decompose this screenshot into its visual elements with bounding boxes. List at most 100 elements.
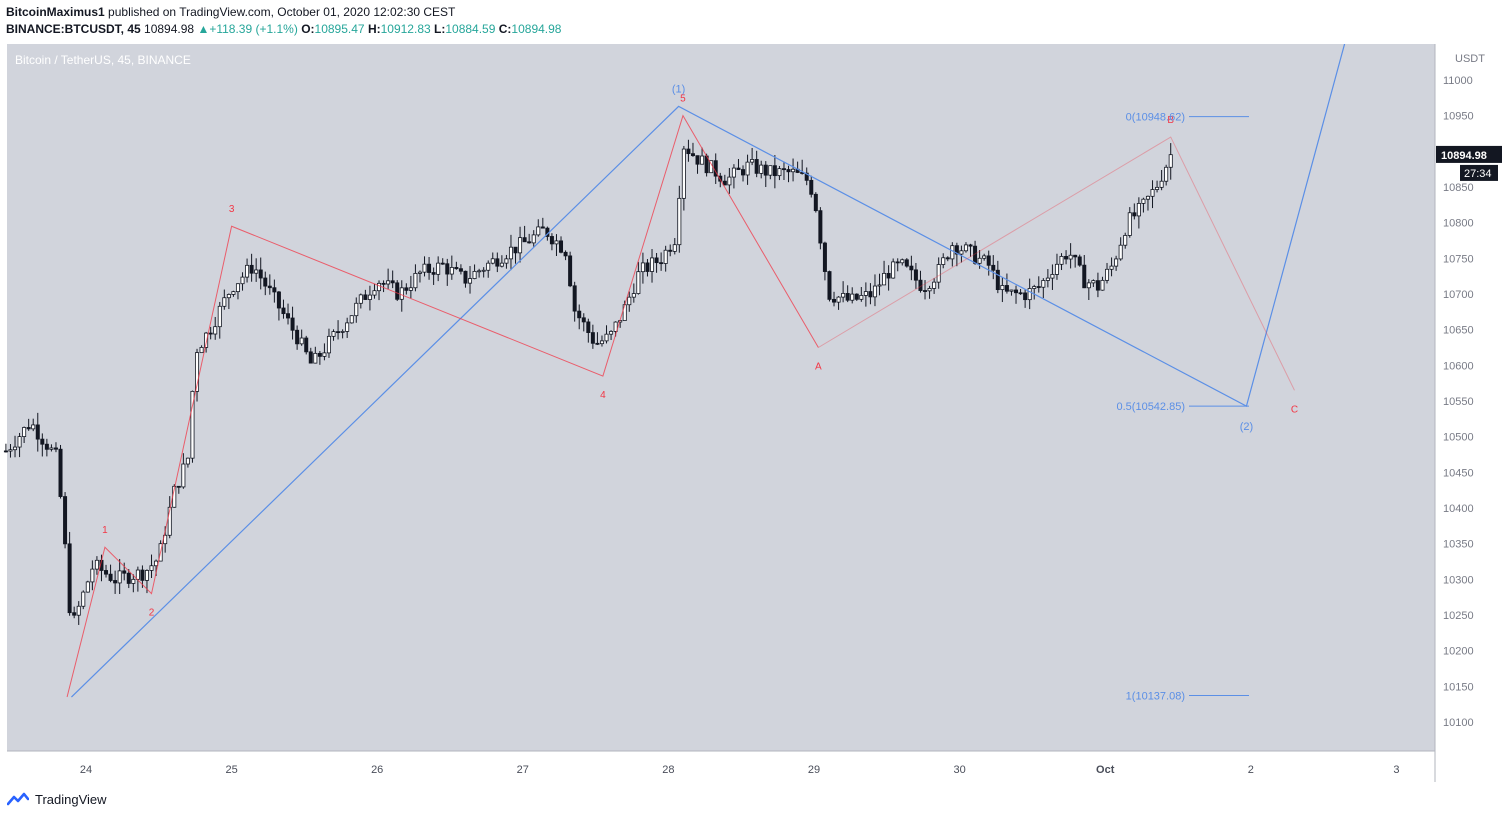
candle-up — [1009, 289, 1014, 292]
candle-up — [681, 148, 686, 199]
candle-up — [1041, 280, 1046, 288]
candle-up — [759, 164, 764, 174]
last-price-label: 10894.98 — [1441, 150, 1487, 162]
candle-down — [454, 267, 459, 270]
publication-info: published on TradingView.com, October 01… — [108, 5, 456, 19]
candle-up — [672, 244, 677, 252]
plot-area[interactable] — [7, 44, 1435, 751]
y-tick-label: 10550 — [1443, 396, 1474, 408]
fib-level-label: 0.5(10542.85) — [1117, 401, 1186, 413]
red-wave-correction-line — [818, 136, 1295, 391]
x-tick-label: 2 — [1248, 764, 1254, 776]
candle-up — [154, 560, 159, 567]
chart-container[interactable]: Bitcoin / TetherUS, 45, BINANCE USDT 10100… — [0, 44, 1509, 782]
candle-down — [913, 269, 918, 281]
blue-wave-line — [71, 44, 1346, 698]
candle-up — [745, 161, 750, 176]
candle-down — [113, 580, 118, 584]
low-value: 10884.59 — [445, 22, 496, 36]
candle-up — [650, 257, 655, 272]
last-price-text: 10894.98 — [144, 22, 195, 36]
candle-up — [76, 605, 81, 616]
candle-up — [1032, 286, 1037, 289]
candle-up — [859, 295, 864, 300]
y-tick-label: 10150 — [1443, 681, 1474, 693]
candle-up — [1054, 263, 1059, 275]
candle-down — [1132, 212, 1137, 217]
candle-up — [413, 272, 418, 289]
candle-up — [408, 287, 413, 291]
symbol-name: BINANCE:BTCUSDT, 45 — [6, 22, 141, 36]
candle-down — [923, 290, 928, 292]
candle-up — [1123, 235, 1128, 246]
candle-down — [954, 245, 959, 255]
candle-up — [613, 321, 618, 332]
candle-down — [659, 262, 664, 265]
candle-up — [1059, 256, 1064, 265]
author-name[interactable]: BitcoinMaximus1 — [6, 5, 105, 19]
candle-up — [349, 315, 354, 324]
candle-up — [1168, 154, 1173, 168]
y-tick-label: 10200 — [1443, 646, 1474, 658]
candle-up — [449, 267, 454, 275]
candle-down — [317, 352, 322, 357]
candle-up — [936, 264, 941, 283]
brand-name[interactable]: TradingView — [35, 791, 107, 807]
candle-down — [522, 237, 527, 243]
candle-down — [363, 294, 368, 300]
x-tick-label: 25 — [225, 764, 237, 776]
y-tick-label: 10650 — [1443, 325, 1474, 337]
price-chart[interactable]: Bitcoin / TetherUS, 45, BINANCE USDT 10100… — [0, 44, 1509, 782]
candle-down — [549, 236, 554, 245]
candle-down — [813, 193, 818, 212]
candle-up — [554, 240, 559, 245]
candle-up — [872, 285, 877, 298]
candle-up — [1118, 244, 1123, 260]
candle-down — [58, 448, 63, 497]
tradingview-logo-icon[interactable] — [7, 791, 29, 807]
candle-up — [982, 255, 987, 259]
candle-down — [495, 258, 500, 267]
high-value: 10912.83 — [380, 22, 431, 36]
x-tick-label: 29 — [808, 764, 820, 776]
candle-up — [17, 436, 22, 448]
candle-down — [804, 172, 809, 181]
candle-down — [868, 291, 873, 298]
candle-up — [22, 427, 27, 437]
candle-down — [1004, 285, 1009, 292]
candle-down — [35, 424, 40, 440]
candle-down — [1073, 254, 1078, 258]
candle-down — [126, 572, 131, 584]
candle-up — [204, 332, 209, 348]
y-tick-label: 10350 — [1443, 539, 1474, 551]
candle-down — [736, 167, 741, 170]
candle-down — [108, 573, 113, 581]
candle-down — [258, 269, 263, 279]
candle-down — [1077, 256, 1082, 266]
candle-up — [499, 262, 504, 267]
candle-down — [122, 570, 127, 574]
candle-up — [1050, 274, 1055, 279]
candle-down — [249, 264, 254, 274]
candle-up — [927, 288, 932, 292]
candle-up — [1114, 258, 1119, 267]
x-tick-label: 30 — [953, 764, 965, 776]
candle-down — [654, 257, 659, 264]
candle-up — [1027, 288, 1032, 301]
candle-up — [222, 297, 227, 307]
candle-up — [217, 305, 222, 328]
candle-up — [1159, 180, 1164, 188]
candle-up — [508, 246, 513, 260]
fib-level-label: 0(10948.62) — [1126, 112, 1185, 124]
candle-up — [1086, 282, 1091, 289]
candle-down — [290, 317, 295, 331]
close-label: C: — [498, 22, 512, 36]
candle-up — [358, 294, 363, 304]
candle-up — [1145, 195, 1150, 200]
candle-down — [390, 280, 395, 284]
candle-up — [377, 282, 382, 292]
candle-down — [404, 287, 409, 291]
candle-up — [836, 296, 841, 303]
candle-up — [882, 272, 887, 286]
candle-up — [1150, 189, 1155, 197]
